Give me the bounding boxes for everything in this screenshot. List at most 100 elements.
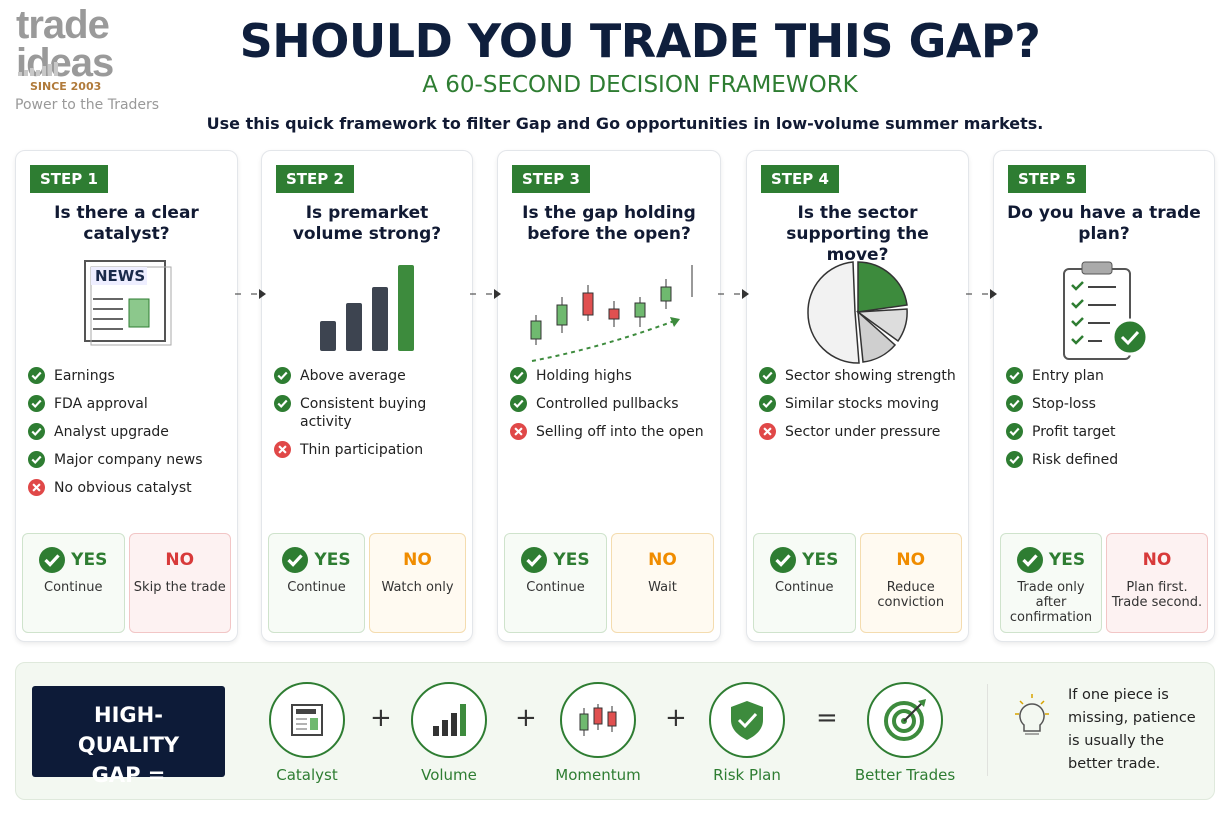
logo: trade ideas xyxy=(16,5,114,85)
no-label: NO xyxy=(648,550,677,570)
no-note: Wait xyxy=(648,580,677,595)
volume-icon xyxy=(320,265,414,351)
criterion-text: Controlled pullbacks xyxy=(536,396,679,412)
formula-icon xyxy=(560,682,636,758)
criterion: Sector showing strength xyxy=(759,367,960,385)
step-card: STEP 4 Is the sector supporting the move?… xyxy=(746,150,969,642)
formula-label: Risk Plan xyxy=(713,766,781,784)
criterion-text: FDA approval xyxy=(54,396,148,412)
criterion: Earnings xyxy=(28,367,229,385)
decision: YES Continue NO Skip the trade xyxy=(22,533,231,633)
yes-box: YES Trade only after confirmation xyxy=(1000,533,1102,633)
title: SHOULD YOU TRADE THIS GAP? xyxy=(239,14,1041,68)
check-icon xyxy=(759,395,776,412)
step-label: STEP 3 xyxy=(512,165,590,193)
criterion: Major company news xyxy=(28,451,229,469)
check-icon xyxy=(1006,423,1023,440)
criterion-text: Similar stocks moving xyxy=(785,396,940,412)
formula-icon xyxy=(269,682,345,758)
criterion: FDA approval xyxy=(28,395,229,413)
criterion: Sector under pressure xyxy=(759,423,960,441)
operator: + xyxy=(515,703,537,733)
no-note: Plan first. Trade second. xyxy=(1111,580,1203,610)
badge: HIGH-QUALITY GAP = xyxy=(32,686,225,787)
yes-box: YES Continue xyxy=(22,533,125,633)
criteria-list: Holding highs Controlled pullbacks Selling… xyxy=(510,367,712,451)
criterion-text: Risk defined xyxy=(1032,452,1119,468)
formula-label: Momentum xyxy=(555,766,641,784)
formula-icon xyxy=(411,682,487,758)
decision: YES Continue NO Watch only xyxy=(268,533,466,633)
yes-label: YES xyxy=(1048,550,1086,570)
intro: Use this quick framework to filter Gap a… xyxy=(206,114,1044,133)
criterion-text: Profit target xyxy=(1032,424,1116,440)
formula-label: Catalyst xyxy=(276,766,338,784)
check-icon xyxy=(1006,451,1023,468)
yes-heading: YES xyxy=(1001,546,1101,574)
news-icon: NEWS xyxy=(83,260,171,346)
check-icon xyxy=(274,395,291,412)
criterion-text: Consistent buying activity xyxy=(300,396,427,430)
criterion: Entry plan xyxy=(1006,367,1206,385)
criteria-list: Entry plan Stop-loss Profit target Risk def… xyxy=(1006,367,1206,479)
check-icon xyxy=(28,395,45,412)
criterion-text: Major company news xyxy=(54,452,203,468)
yes-note: Trade only after confirmation xyxy=(1009,580,1093,625)
criterion-text: Sector under pressure xyxy=(785,424,941,440)
question: Is the gap holding before the open? xyxy=(522,203,696,244)
formula-icon xyxy=(867,682,943,758)
logo-word: ideas xyxy=(16,41,114,85)
criterion: Profit target xyxy=(1006,423,1206,441)
no-box: NO Skip the trade xyxy=(128,533,231,633)
check-icon xyxy=(39,547,66,573)
news-label: NEWS xyxy=(95,267,145,285)
criterion: Stop-loss xyxy=(1006,395,1206,413)
yes-box: YES Continue xyxy=(753,533,856,633)
operator: + xyxy=(665,703,687,733)
check-icon xyxy=(1006,367,1023,384)
check-icon xyxy=(28,423,45,440)
subtitle: A 60-SECOND DECISION FRAMEWORK xyxy=(422,72,858,98)
tip: If one piece is missing, patience is usu… xyxy=(1068,687,1196,772)
no-heading: NO xyxy=(861,546,962,574)
yes-label: YES xyxy=(71,550,108,570)
step-label: STEP 5 xyxy=(1008,165,1086,193)
no-box: NO Wait xyxy=(611,533,714,633)
criteria-list: Earnings FDA approval Analyst upgrade Major… xyxy=(28,367,229,507)
step-label: STEP 2 xyxy=(276,165,354,193)
pie-icon xyxy=(806,261,908,364)
no-label: NO xyxy=(896,550,926,570)
cross-icon xyxy=(510,423,527,440)
no-heading: NO xyxy=(130,546,231,574)
no-note: Watch only xyxy=(381,580,454,595)
decision: YES Continue NO Reduce conviction xyxy=(753,533,962,633)
no-box: NO Reduce conviction xyxy=(859,533,962,633)
decision: YES Trade only after confirmation NO Plan f… xyxy=(1000,533,1208,633)
cross-icon xyxy=(28,479,45,496)
criterion-text: Analyst upgrade xyxy=(54,424,169,440)
criterion-text: Stop-loss xyxy=(1032,396,1096,412)
step-card: STEP 5 Do you have a trade plan? Entry pla… xyxy=(993,150,1215,642)
criterion-text: Earnings xyxy=(54,368,115,384)
arrow xyxy=(966,289,997,299)
yes-box: YES Continue xyxy=(268,533,365,633)
question: Is there a clear catalyst? xyxy=(54,203,199,244)
cross-icon xyxy=(759,423,776,440)
step-label: STEP 4 xyxy=(761,165,839,193)
yes-note: Continue xyxy=(287,580,346,595)
candles-icon xyxy=(530,265,693,362)
check-icon xyxy=(521,547,548,573)
yes-note: Continue xyxy=(526,580,585,595)
no-heading: NO xyxy=(1107,546,1207,574)
step-card: NEWS STEP 1 Is there a clear catalyst? Ear… xyxy=(15,150,238,642)
check-icon xyxy=(759,367,776,384)
formula-label: Volume xyxy=(421,766,477,784)
arrow xyxy=(470,289,501,299)
no-label: NO xyxy=(165,550,195,570)
question: Do you have a trade plan? xyxy=(1007,203,1201,244)
arrow xyxy=(718,289,749,299)
check-icon xyxy=(28,451,45,468)
operator: = xyxy=(816,703,838,733)
yes-note: Continue xyxy=(44,580,103,595)
no-label: NO xyxy=(1142,550,1172,570)
